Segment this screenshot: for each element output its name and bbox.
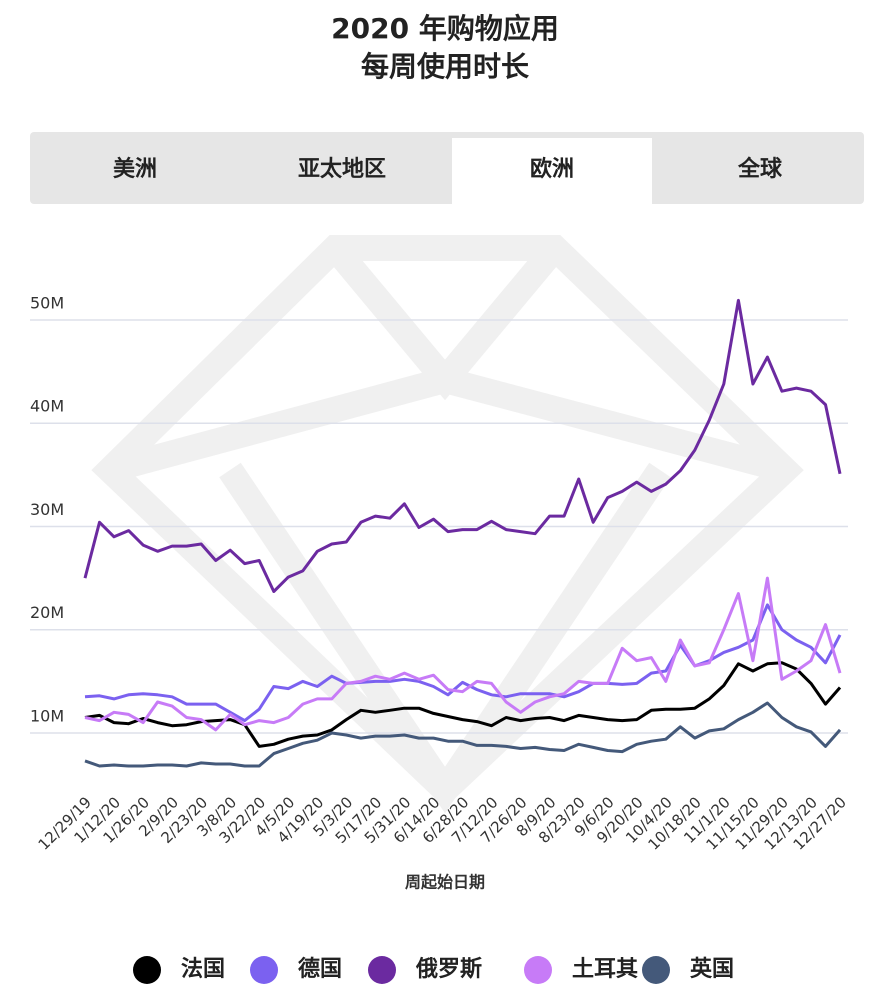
series-line [84,603,842,723]
x-axis-label: 周起始日期 [405,873,485,892]
legend-marker [133,956,161,984]
title-line: 2020 年购物应用 [331,12,559,45]
legend-label: 土耳其 [572,957,638,982]
y-tick-label: 10M [30,706,64,725]
tab-label[interactable]: 全球 [737,156,783,182]
legend-marker [524,956,552,984]
legend-marker [250,956,278,984]
series-line [84,576,842,732]
legend-label: 法国 [181,957,225,982]
tab-label[interactable]: 亚太地区 [298,157,386,182]
tab-label[interactable]: 欧洲 [530,156,574,182]
y-tick-label: 20M [30,603,64,622]
series-line [84,701,842,768]
tab-bar [30,132,864,204]
active-tab[interactable] [452,138,652,204]
legend-label: 俄罗斯 [415,956,482,982]
y-tick-label: 40M [30,397,64,416]
legend-marker [642,956,670,984]
series-line [84,661,842,748]
series-line [83,298,842,593]
legend-label: 英国 [690,957,734,982]
legend-label: 德国 [298,956,342,982]
y-tick-label: 50M [30,293,64,312]
y-tick-label: 30M [30,500,64,519]
legend-marker [368,956,396,984]
tab-label[interactable]: 美洲 [113,156,157,182]
title-line: 每周使用时长 [361,50,529,83]
